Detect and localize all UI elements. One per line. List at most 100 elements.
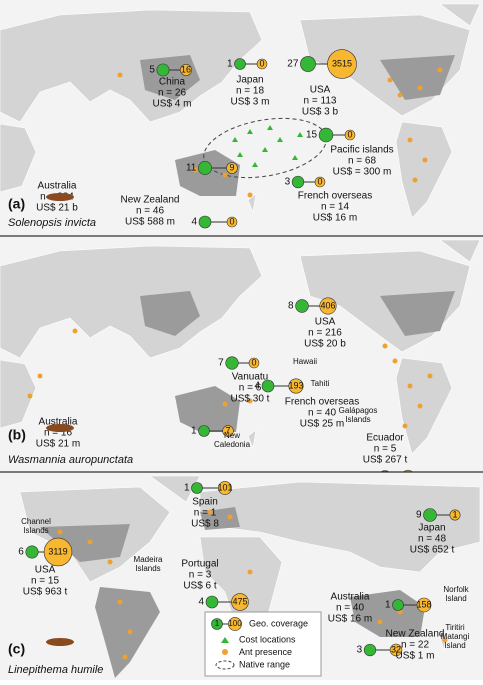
legend-locations — [211, 618, 223, 630]
locations-count: 4 — [198, 597, 204, 608]
ant-presence — [382, 343, 388, 349]
cost-locations-circle — [198, 215, 212, 229]
coverage-count: 9 — [229, 162, 234, 172]
place-label: Caledonia — [214, 440, 251, 449]
ant-presence — [222, 401, 228, 407]
ant-presence — [377, 619, 383, 625]
ant-presence — [247, 569, 253, 575]
region-n: n = 46 — [136, 206, 165, 217]
place-label: Channel — [21, 517, 51, 526]
legend-coverage-count: 100 — [228, 619, 242, 628]
region-name: New Zealand — [121, 195, 180, 206]
geo-coverage-circle — [218, 481, 232, 495]
geo-coverage-circle — [226, 216, 238, 228]
region-name: French overseas — [285, 397, 359, 408]
region-n: n = 3 — [189, 570, 212, 581]
panel-label: (a) — [8, 196, 25, 212]
region-n: n = 48 — [418, 534, 447, 545]
region-cost: US$ = 300 m — [333, 167, 392, 178]
region-n: n = 40 — [336, 603, 365, 614]
species: Linepithema humile — [8, 664, 103, 676]
region-name: Australia — [39, 417, 78, 428]
coverage-count: 193 — [288, 380, 303, 390]
cost-locations-circle — [318, 127, 334, 143]
geo-coverage-circle — [180, 64, 192, 76]
locations-count: 1 — [184, 483, 190, 494]
legend-triangle — [221, 637, 229, 643]
cost-locations-circle — [295, 299, 309, 313]
region-n: n = 1 — [194, 508, 217, 519]
panel-label: (c) — [8, 641, 25, 657]
ant-presence — [107, 559, 113, 565]
ant-presence — [397, 92, 403, 98]
ant-presence — [117, 72, 123, 78]
cost-locations-circle — [291, 175, 305, 189]
ant-presence — [27, 393, 33, 399]
region-cost: US$ 963 t — [23, 587, 68, 598]
coverage-count: 101 — [217, 482, 232, 492]
locations-count: 6 — [18, 547, 24, 558]
ant-presence — [442, 637, 448, 643]
coverage-count: 0 — [317, 176, 322, 186]
region-n: n = 216 — [308, 328, 342, 339]
region-name: Ecuador — [366, 433, 404, 444]
region-n: n = 113 — [304, 96, 337, 107]
place-label: Hawaii — [293, 357, 317, 366]
cost-locations-circle — [198, 425, 210, 437]
cost-location — [267, 125, 273, 130]
locations-count: 1 — [227, 59, 233, 70]
ant-presence — [222, 172, 228, 178]
cost-locations-circle — [363, 643, 377, 657]
ant-presence — [127, 629, 133, 635]
region-cost: US$ 16 m — [313, 213, 357, 224]
ant-presence — [72, 328, 78, 334]
region-name: Pacific islands — [330, 145, 393, 156]
locations-count: 9 — [416, 510, 422, 521]
region-n: n = 15 — [31, 576, 60, 587]
region-name: USA — [310, 85, 331, 96]
coverage-count: 32 — [391, 644, 401, 654]
ant-presence — [37, 373, 43, 379]
ant-presence — [87, 539, 93, 545]
legend-coverage — [228, 617, 242, 631]
ant-icon — [46, 193, 74, 201]
cost-locations-circle — [261, 379, 275, 393]
cost-locations-circle — [392, 599, 404, 611]
legend-label: Native range — [239, 659, 290, 669]
ant-presence — [57, 529, 63, 535]
ant-presence — [117, 599, 123, 605]
region-n: n = 22 — [401, 640, 430, 651]
cost-location — [292, 155, 298, 160]
ant-presence — [427, 373, 433, 379]
locations-count: 11 — [186, 163, 197, 174]
locations-count: 8 — [288, 301, 294, 312]
species: Wasmannia auropunctata — [8, 454, 133, 466]
region-n: n = 18 — [236, 86, 265, 97]
ant-presence — [122, 654, 128, 660]
ant-presence — [192, 167, 198, 173]
ant-presence — [227, 514, 233, 520]
region-name: Japan — [418, 523, 445, 534]
locations-count: 15 — [306, 130, 318, 141]
coverage-count: 1 — [452, 509, 457, 519]
region-n: n = 6 — [239, 383, 262, 394]
geo-coverage-circle — [314, 176, 326, 188]
place-label: Madeira — [134, 555, 163, 564]
coverage-count: 3119 — [48, 546, 67, 556]
geo-coverage-circle — [389, 643, 403, 657]
locations-count: 7 — [218, 358, 224, 369]
region-cost: US$ 3 b — [302, 107, 339, 118]
locations-count: 3 — [357, 645, 363, 656]
ant-presence — [437, 67, 443, 73]
cost-location — [252, 162, 258, 167]
locations-count: 27 — [287, 59, 299, 70]
region-cost: US$ 1 m — [396, 651, 435, 662]
locations-count: 4 — [191, 217, 197, 228]
place-label: Galápagos — [339, 406, 378, 415]
region-name: USA — [315, 317, 336, 328]
region-cost: US$ 267 t — [363, 455, 408, 466]
region-n: n = 16 — [44, 428, 73, 439]
place-label: Norfolk — [443, 585, 469, 594]
